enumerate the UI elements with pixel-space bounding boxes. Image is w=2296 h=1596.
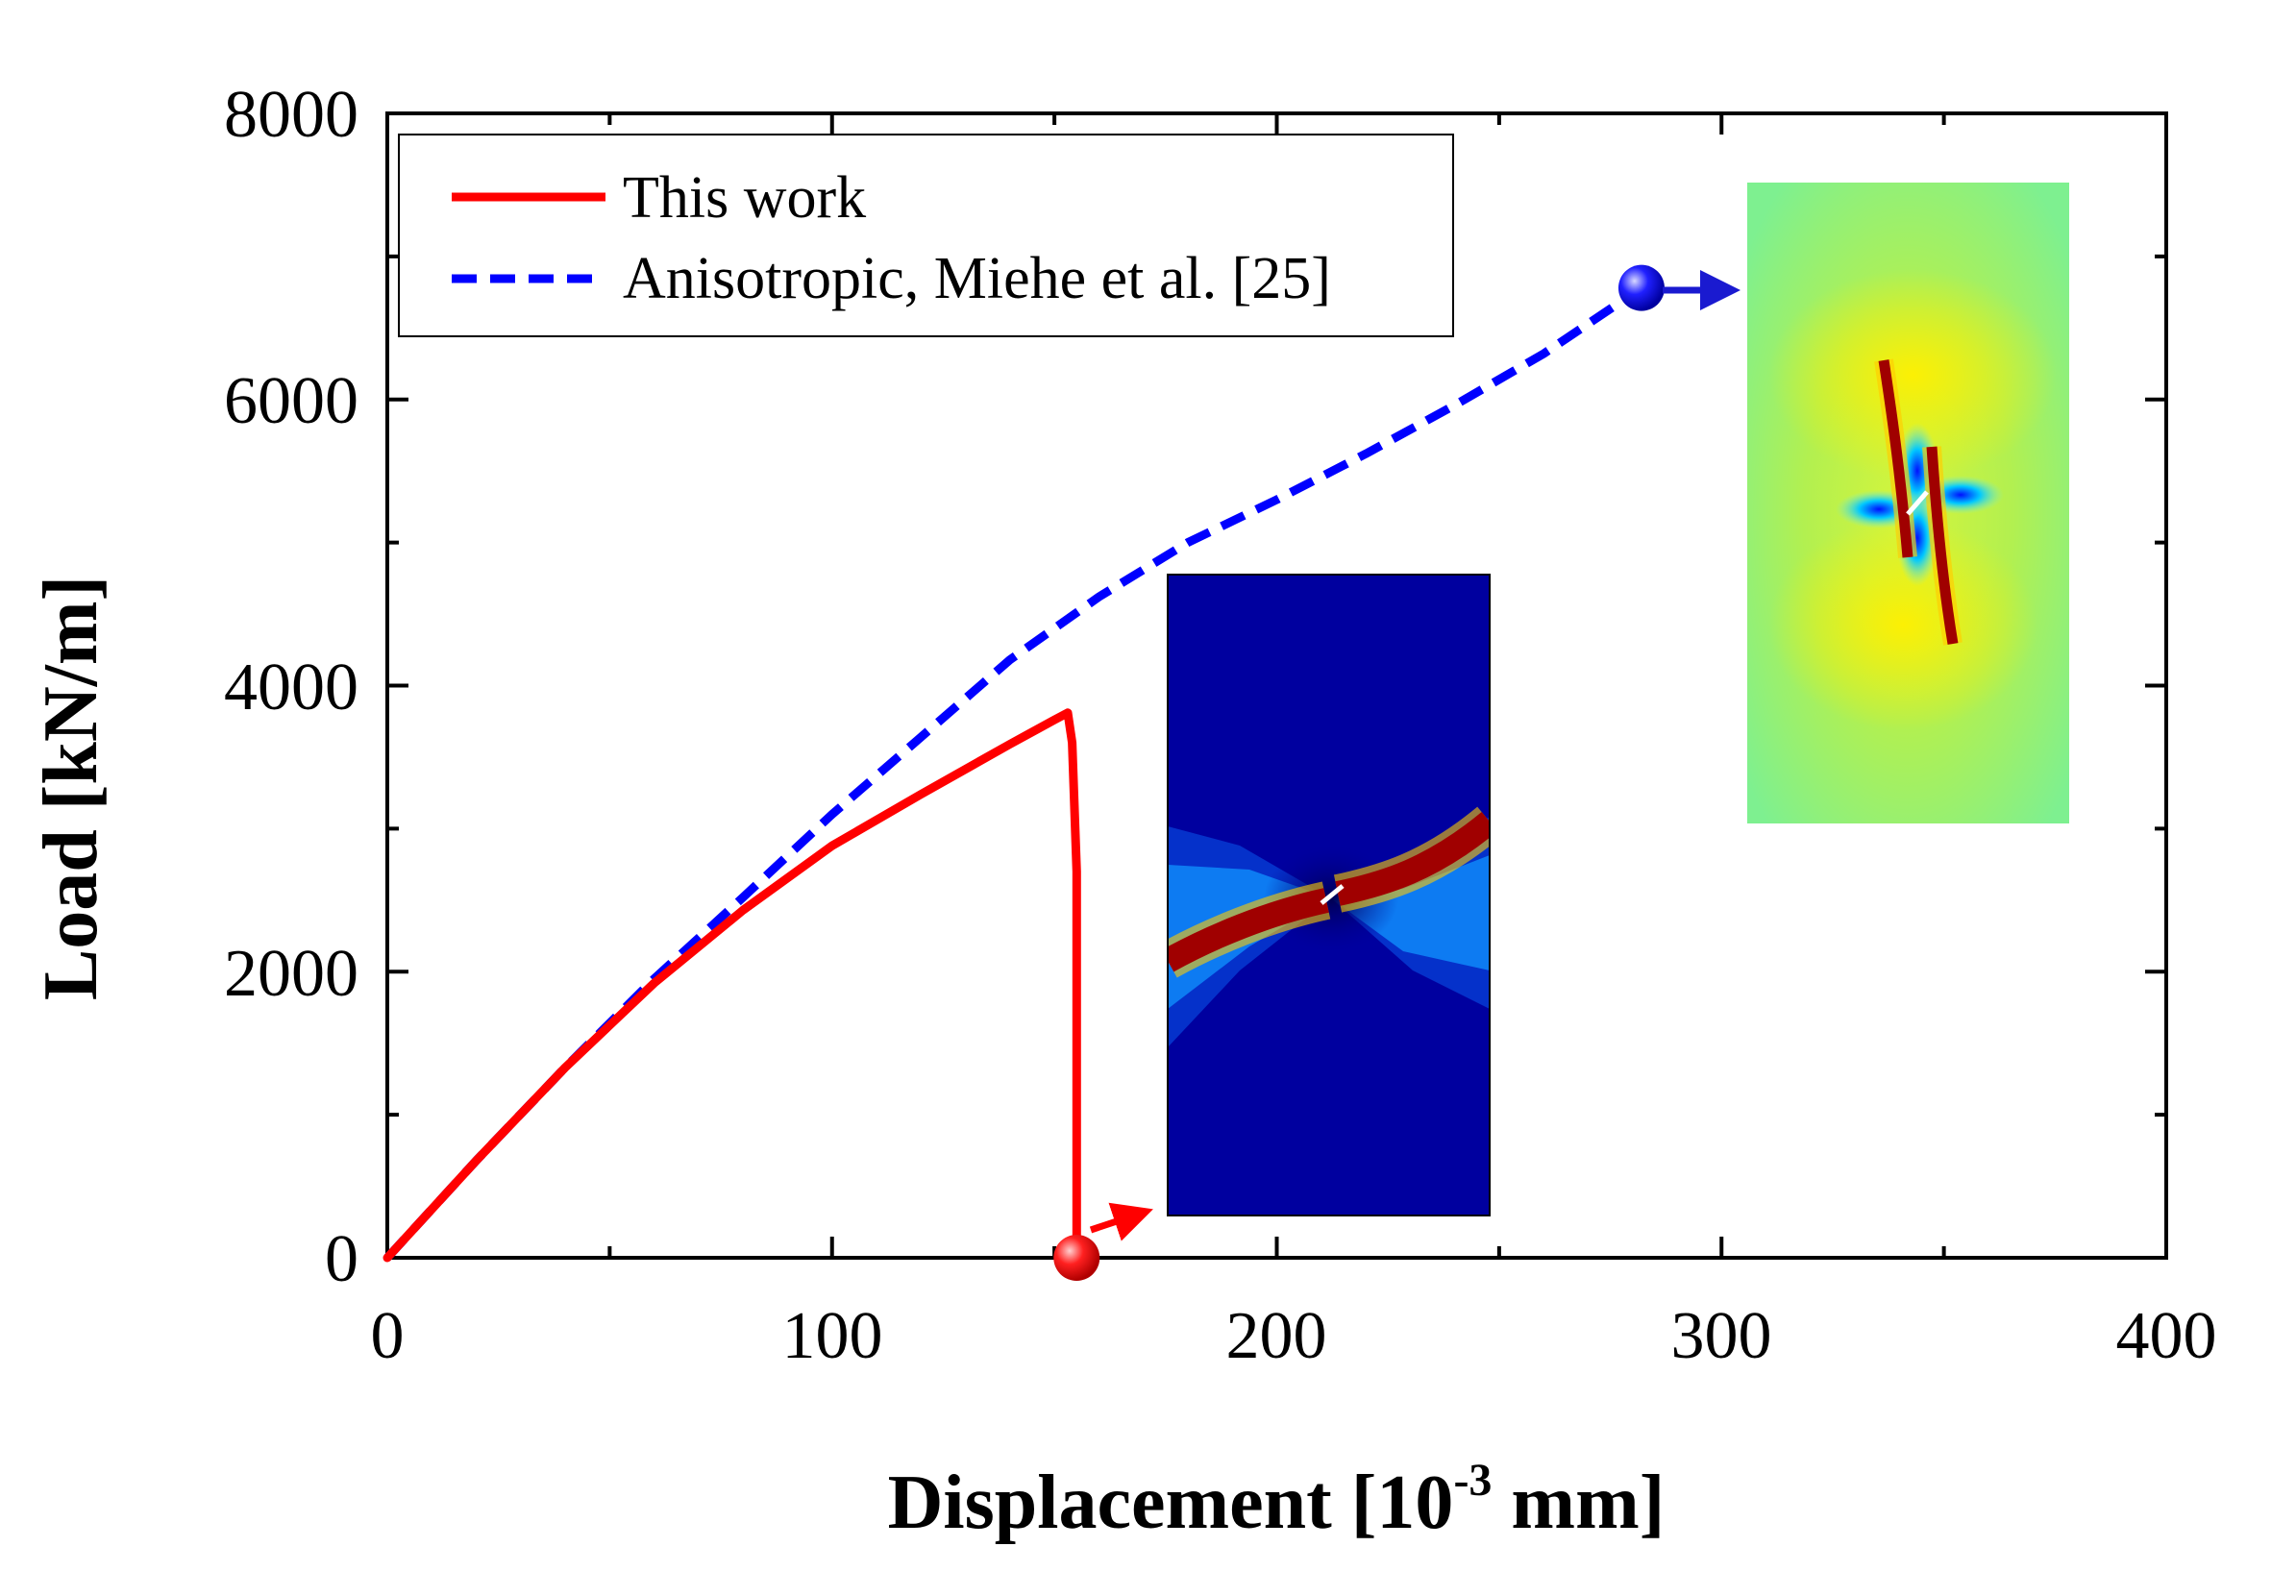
y-tick-label-8000: 8000 [224, 78, 358, 152]
x-axis-title: Displacement [10-3 mm] [888, 1455, 1666, 1545]
legend-label-this-work: This work [623, 165, 866, 231]
y-axis-title: Load [kN/m] [29, 576, 113, 1000]
inset-2-yellow-lobe-top [1768, 269, 2057, 480]
legend-label-anisotropic: Anisotropic, Miehe et al. [25] [623, 246, 1331, 311]
end-marker-anisotropic [1617, 264, 1665, 311]
inset-1-crack-right-core [1335, 812, 1490, 906]
inset-damage-field-1 [1168, 575, 1490, 1215]
inset-1-notch [1320, 884, 1345, 905]
legend: This work Anisotropic, Miehe et al. [25] [398, 134, 1454, 337]
x-axis-title-exponent: -3 [1453, 1455, 1492, 1506]
x-tick-labels: 0 100 200 300 400 [371, 1299, 2217, 1373]
x-tick-label-300: 300 [1671, 1299, 1772, 1373]
y-tick-label-0: 0 [325, 1222, 358, 1296]
axis-ticks [385, 111, 2168, 1260]
red-marker-arrow [1089, 1202, 1153, 1241]
series-line-anisotropic [383, 283, 1644, 1262]
inset-1-cyan-band [1168, 855, 1490, 1009]
inset-2-notch [1906, 490, 1929, 516]
series-line-this-work [383, 708, 1081, 1263]
legend-box [398, 134, 1454, 337]
inset-1-crack-left-core [1168, 888, 1329, 972]
y-tick-label-6000: 6000 [224, 364, 358, 438]
y-tick-label-4000: 4000 [224, 651, 358, 724]
inset-1-border [1167, 574, 1491, 1216]
inset-damage-field-2 [1747, 183, 2069, 823]
x-axis-title-unit: mm] [1492, 1461, 1665, 1545]
x-tick-label-200: 200 [1226, 1299, 1327, 1373]
y-tick-labels: 0 2000 4000 6000 8000 [224, 78, 358, 1296]
series-layer [383, 264, 1665, 1281]
inset-2-crack-upper-core [1878, 359, 1913, 558]
inset-2-yellow-lobe-bottom [1768, 519, 2037, 730]
inset-2-crack-lower-core [1926, 446, 1959, 645]
x-axis-title-main: Displacement [10 [888, 1461, 1454, 1545]
x-tick-label-100: 100 [782, 1299, 883, 1373]
x-tick-label-0: 0 [371, 1299, 405, 1373]
x-tick-label-400: 400 [2116, 1299, 2217, 1373]
end-marker-this-work [1053, 1235, 1100, 1281]
y-tick-label-2000: 2000 [224, 937, 358, 1011]
